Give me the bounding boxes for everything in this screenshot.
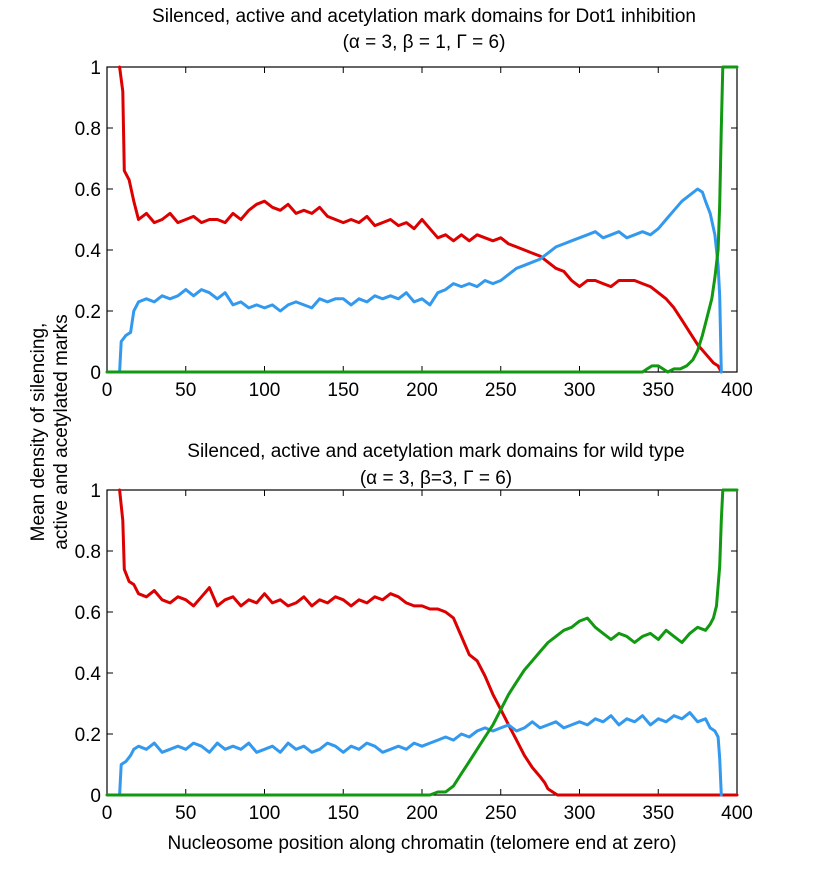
chart-panel-wild-type: Silenced, active and acetylation mark do… [75, 441, 753, 824]
x-tick-label: 350 [642, 380, 674, 401]
chart-title: Silenced, active and acetylation mark do… [187, 441, 684, 462]
x-tick-label: 50 [175, 803, 196, 824]
y-tick-label: 0.4 [75, 241, 102, 262]
data-series [105, 65, 739, 374]
x-tick-label: 250 [485, 380, 517, 401]
series-line-silencing [118, 65, 723, 374]
x-tick-label: 100 [249, 803, 281, 824]
x-tick-label: 0 [102, 380, 113, 401]
y-tick-label: 1 [90, 481, 101, 502]
chart-panel-dot1-inhibition: Silenced, active and acetylation mark do… [75, 6, 753, 401]
y-axis-label-line2: active and acetylated marks [51, 314, 72, 550]
x-tick-label: 150 [327, 803, 359, 824]
chart-subtitle: (α = 3, β=3, Γ = 6) [360, 468, 512, 489]
x-axis-label: Nucleosome position along chromatin (tel… [167, 833, 676, 854]
x-tick-label: 100 [249, 380, 281, 401]
axis-ticks [106, 489, 738, 796]
x-tick-label: 300 [564, 803, 596, 824]
y-tick-label: 0.8 [75, 542, 101, 563]
x-tick-label: 150 [327, 380, 359, 401]
y-tick-label: 0.8 [75, 119, 101, 140]
x-tick-label: 50 [175, 380, 196, 401]
series-line-acetylated [105, 488, 739, 797]
y-axis-label-line1: Mean density of silencing, [28, 323, 49, 542]
y-tick-label: 0.4 [75, 664, 102, 685]
y-tick-labels: 0 0.2 0.4 0.6 0.8 1 [75, 481, 102, 807]
x-tick-label: 0 [102, 803, 113, 824]
y-tick-label: 1 [90, 58, 101, 79]
x-tick-label: 350 [642, 803, 674, 824]
x-tick-label: 200 [406, 380, 438, 401]
y-tick-label: 0 [90, 786, 101, 807]
x-tick-label: 300 [564, 380, 596, 401]
x-tick-labels: 0 50 100 150 200 250 300 350 400 [102, 380, 753, 401]
x-tick-label: 200 [406, 803, 438, 824]
y-tick-label: 0.6 [75, 603, 101, 624]
y-tick-labels: 0 0.2 0.4 0.6 0.8 1 [75, 58, 102, 384]
series-line-active [118, 187, 723, 374]
series-line-acetylated [105, 65, 739, 374]
y-tick-label: 0.2 [75, 725, 101, 746]
series-line-active [118, 711, 723, 797]
y-tick-label: 0.6 [75, 180, 101, 201]
y-tick-label: 0.2 [75, 302, 101, 323]
chart-title: Silenced, active and acetylation mark do… [152, 6, 696, 27]
data-series [105, 488, 739, 797]
chart-subtitle: (α = 3, β = 1, Γ = 6) [343, 32, 506, 53]
x-tick-label: 400 [721, 380, 753, 401]
y-tick-label: 0 [90, 363, 101, 384]
x-tick-labels: 0 50 100 150 200 250 300 350 400 [102, 803, 753, 824]
x-tick-label: 400 [721, 803, 753, 824]
series-line-silencing [118, 488, 739, 797]
x-tick-label: 250 [485, 803, 517, 824]
plot-frame [106, 489, 738, 796]
